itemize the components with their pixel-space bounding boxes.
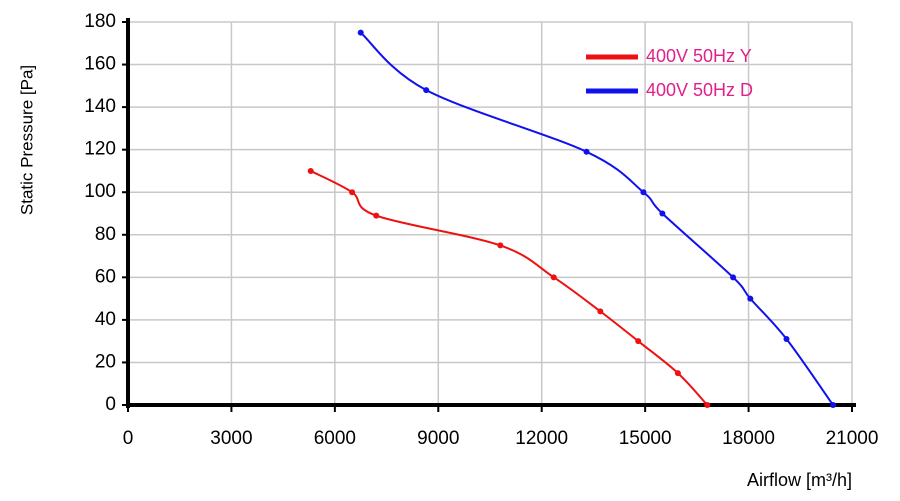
x-tick-label: 15000	[619, 428, 672, 449]
point	[704, 402, 711, 408]
point	[550, 274, 557, 281]
point	[597, 308, 604, 315]
x-tick-label: 18000	[722, 428, 775, 449]
y-tick-label: 80	[95, 224, 116, 245]
x-tick-label: 6000	[314, 428, 356, 449]
y-tick-label: 120	[84, 139, 116, 160]
y-tick-label: 100	[84, 181, 116, 202]
point	[783, 336, 790, 343]
point	[583, 148, 590, 155]
point	[357, 29, 364, 36]
x-tick-label: 9000	[417, 428, 459, 449]
x-axis-label: Airflow [m³/h]	[747, 470, 852, 490]
y-tick-label: 0	[105, 394, 116, 415]
legend-label: 400V 50Hz Y	[646, 46, 752, 66]
y-tick-label: 40	[95, 309, 116, 330]
y-tick-label: 160	[84, 54, 116, 75]
point	[730, 274, 737, 281]
point	[497, 242, 504, 249]
point	[674, 370, 681, 377]
series-line	[360, 31, 834, 406]
point	[373, 212, 380, 219]
point	[659, 210, 666, 217]
point	[635, 338, 642, 345]
point	[349, 189, 356, 196]
y-tick-label: 180	[84, 11, 116, 32]
x-tick-label: 0	[123, 428, 134, 449]
y-tick-label: 60	[95, 266, 116, 287]
point	[830, 402, 837, 408]
y-axis-label: Static Pressure [Pa]	[17, 65, 36, 215]
point	[307, 167, 314, 174]
series-line	[310, 170, 708, 406]
y-tick-label: 20	[95, 351, 116, 372]
x-tick-label: 3000	[210, 428, 252, 449]
x-tick-label: 21000	[826, 428, 879, 449]
point	[423, 87, 430, 94]
y-tick-label: 140	[84, 96, 116, 117]
point	[747, 295, 754, 302]
x-tick-label: 12000	[515, 428, 568, 449]
point	[640, 189, 647, 196]
legend-label: 400V 50Hz D	[646, 80, 753, 100]
